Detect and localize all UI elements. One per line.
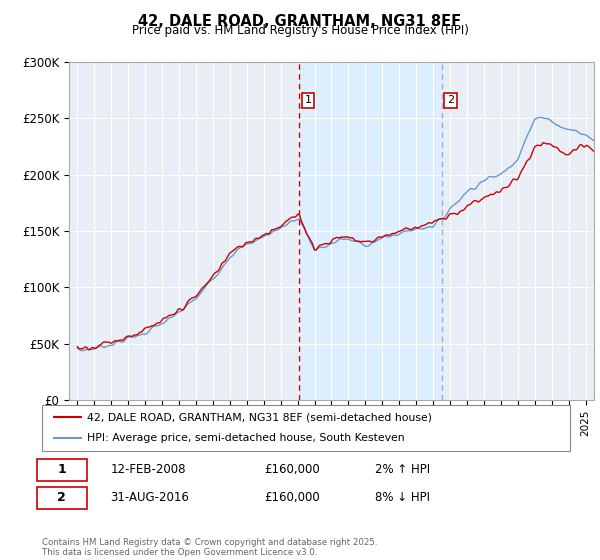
Text: Contains HM Land Registry data © Crown copyright and database right 2025.
This d: Contains HM Land Registry data © Crown c…	[42, 538, 377, 557]
Bar	[299, 62, 442, 400]
Text: 2% ↑ HPI: 2% ↑ HPI	[374, 463, 430, 477]
Text: HPI: Average price, semi-detached house, South Kesteven: HPI: Average price, semi-detached house,…	[87, 433, 404, 444]
Text: 1: 1	[58, 463, 66, 477]
Text: 42, DALE ROAD, GRANTHAM, NG31 8EF: 42, DALE ROAD, GRANTHAM, NG31 8EF	[139, 14, 461, 29]
Text: 42, DALE ROAD, GRANTHAM, NG31 8EF (semi-detached house): 42, DALE ROAD, GRANTHAM, NG31 8EF (semi-…	[87, 412, 432, 422]
Text: 2: 2	[446, 96, 454, 105]
Text: £160,000: £160,000	[264, 491, 320, 505]
Text: Price paid vs. HM Land Registry's House Price Index (HPI): Price paid vs. HM Land Registry's House …	[131, 24, 469, 37]
FancyBboxPatch shape	[37, 459, 87, 480]
Text: 12-FEB-2008: 12-FEB-2008	[110, 463, 186, 477]
Text: 1: 1	[304, 96, 311, 105]
Text: 2: 2	[58, 491, 66, 505]
FancyBboxPatch shape	[37, 487, 87, 508]
Text: 8% ↓ HPI: 8% ↓ HPI	[374, 491, 430, 505]
Text: £160,000: £160,000	[264, 463, 320, 477]
Text: 31-AUG-2016: 31-AUG-2016	[110, 491, 190, 505]
